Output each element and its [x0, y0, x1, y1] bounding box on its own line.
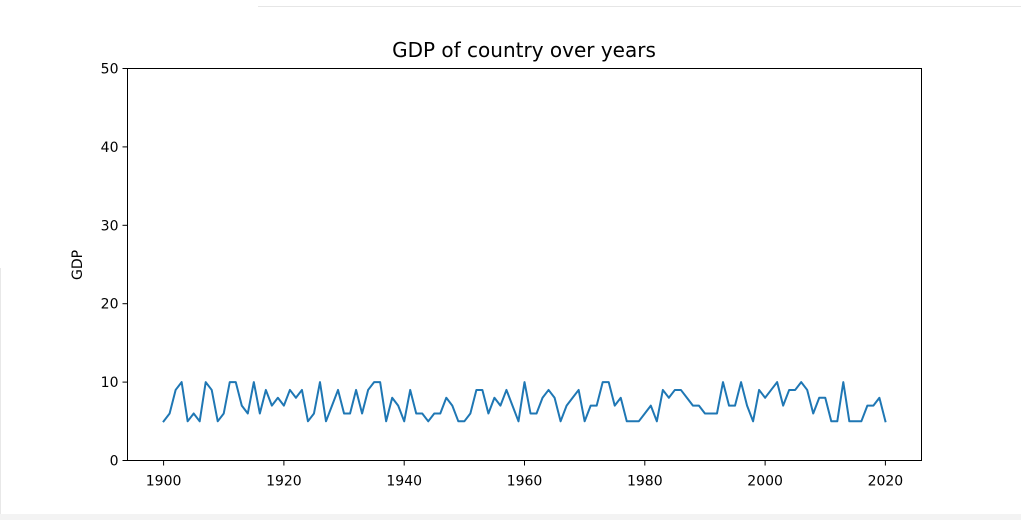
left-divider [0, 268, 1, 520]
series-layer [162, 381, 887, 423]
y-tick-label: 30 [101, 218, 119, 234]
ticks-layer: 1900 1920 1940 1960 1980 2000 2020 0 10 20 30 40 50 [101, 62, 904, 490]
x-tick-label: 2000 [747, 474, 783, 490]
y-tick-label: 10 [101, 375, 119, 391]
y-tick-label: 40 [101, 140, 119, 156]
y-tick-label: 20 [101, 297, 119, 313]
x-tick-label: 2020 [868, 474, 904, 490]
y-tick-label: 50 [101, 62, 119, 78]
bottom-band [0, 514, 1021, 520]
y-axis-label: GDP [70, 250, 86, 280]
top-divider [258, 6, 1021, 7]
x-tick-label: 1900 [146, 474, 182, 490]
x-tick-label: 1920 [266, 474, 302, 490]
plot-frame [127, 68, 922, 461]
chart-title: GDP of country over years [392, 38, 656, 62]
x-tick-label: 1940 [386, 474, 422, 490]
x-tick-label: 1980 [627, 474, 663, 490]
y-tick-label: 0 [110, 454, 119, 470]
x-tick-label: 1960 [507, 474, 543, 490]
series-line [162, 381, 887, 423]
